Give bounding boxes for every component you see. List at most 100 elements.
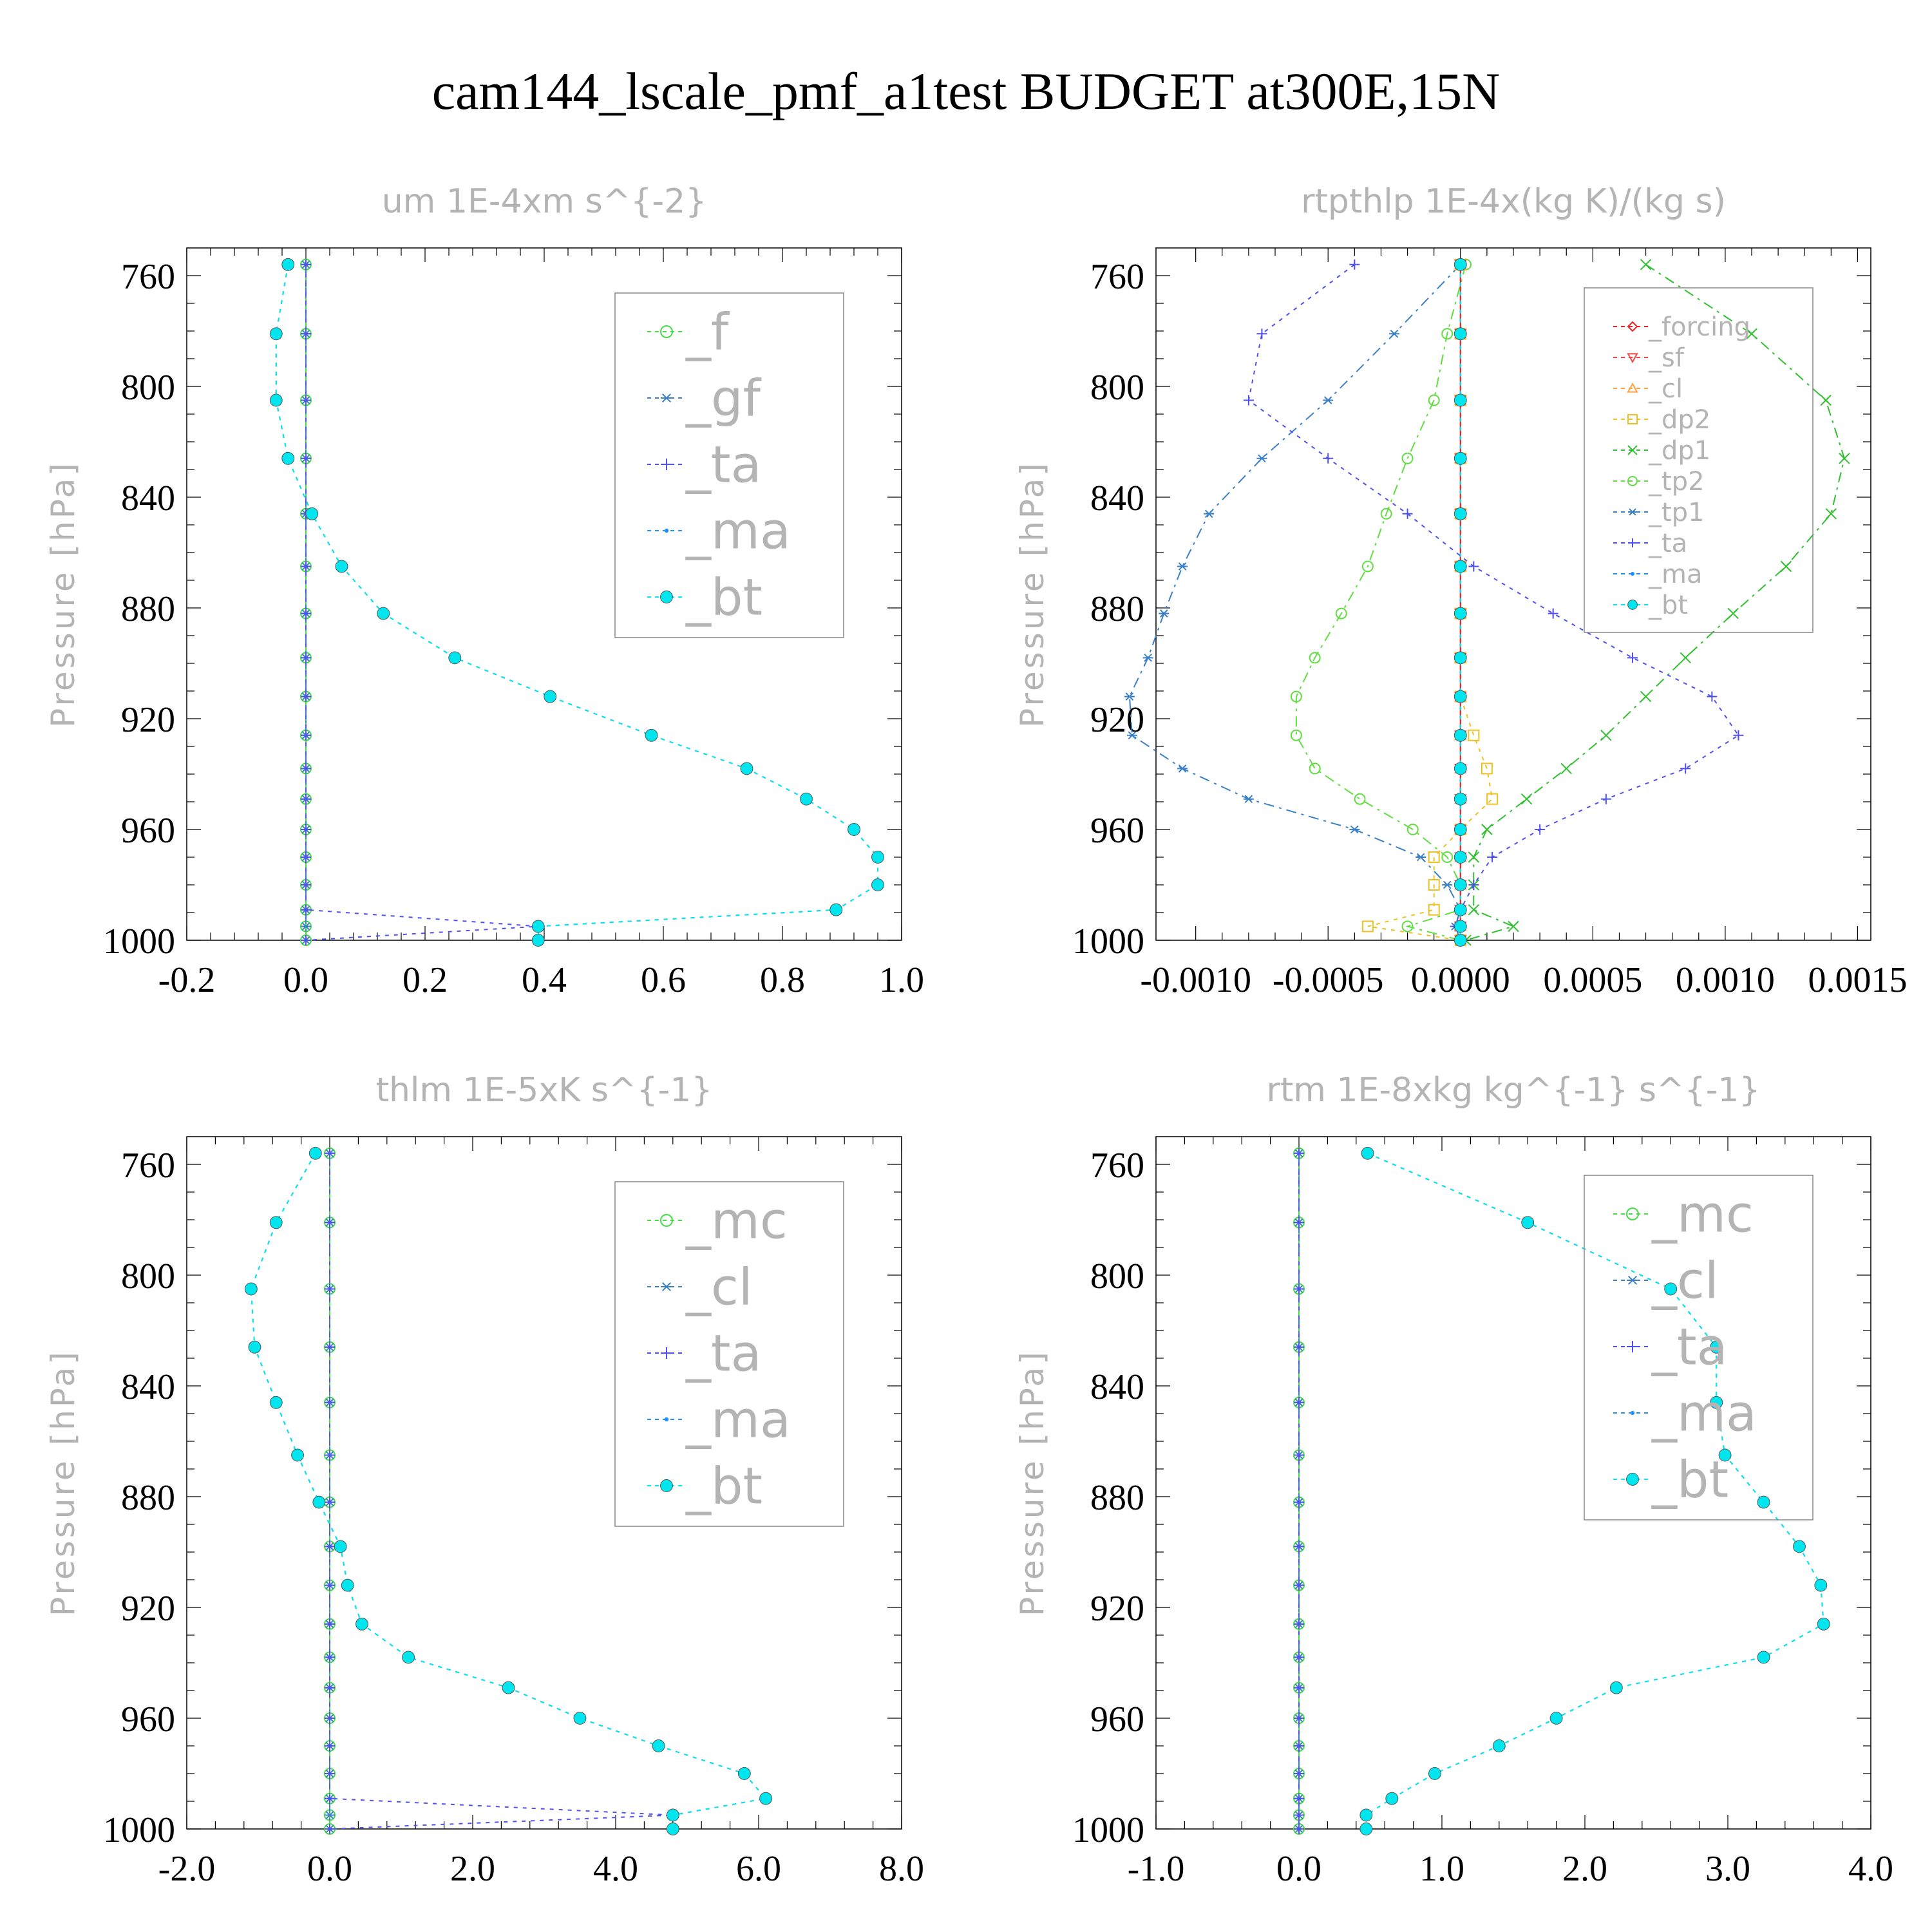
marker-plus [1294,1217,1304,1228]
legend-label: _tp1 [1648,498,1705,527]
marker-asterisk [1204,509,1215,518]
marker-filled [1454,560,1467,573]
x-tick-label: -0.2 [158,960,216,1000]
marker-circle [1441,328,1454,340]
marker-asterisk [325,1811,335,1819]
marker-square [1468,729,1480,741]
legend-box [1584,1175,1814,1520]
marker-plus [1468,561,1479,572]
marker-filled [1385,1792,1399,1805]
marker-circle [1290,690,1302,703]
marker-asterisk [1142,654,1153,662]
marker-asterisk [1627,1275,1638,1285]
marker-plus [301,453,311,464]
x-tick-label: 0.6 [641,960,686,1000]
marker-plus [1680,763,1691,774]
marker-plus [301,652,311,663]
y-tick-label: 920 [1090,700,1144,740]
marker-filled [1454,690,1467,703]
marker-plus [1548,608,1558,619]
marker-cross [1481,824,1493,835]
marker-circle [1354,793,1366,805]
marker-plus [325,1217,335,1228]
panel-title: thlm 1E-5xK s^{-1} [376,1071,713,1110]
marker-plus [301,561,311,572]
marker-filled [1454,393,1467,407]
plot-frame [186,1136,902,1830]
marker-plus [1256,328,1267,339]
panel-um: um 1E-4xm s^{-2} Pressure [hPa] 760 800 840 8… [44,182,924,1000]
marker-circle [1441,851,1454,863]
marker-plus [325,1618,335,1629]
x-tick-label: 1.0 [1419,1849,1464,1889]
x-tick-label: -2.0 [158,1849,216,1889]
marker-plus [325,1768,335,1779]
marker-filled [740,762,753,775]
x-tick-label: -0.0010 [1140,960,1251,1000]
marker-dot [664,528,669,533]
y-tick-label: 1000 [103,1810,175,1850]
marker-circle [1406,824,1419,835]
legend-label: _cl [685,1258,753,1316]
series-line-bt [275,264,878,940]
marker-plus [1468,880,1479,890]
marker-filled [281,451,295,465]
marker-asterisk [661,393,672,403]
marker-square [1627,414,1638,424]
marker-filled [334,1540,347,1553]
marker-filled [1793,1540,1806,1553]
panel-rtm: rtm 1E-8xkg kg^{-1} s^{-1} Pressure [hPa]… [1014,1071,1893,1889]
marker-asterisk [301,922,311,931]
marker-plus [1294,1793,1304,1804]
y-tick-label: 760 [1090,257,1144,297]
y-tick-label: 760 [121,257,175,297]
panel-thlm: thlm 1E-5xK s^{-1} Pressure [hPa] 760 800 84… [44,1071,924,1889]
marker-cross [1627,445,1638,455]
x-tick-label: 8.0 [879,1849,924,1889]
marker-plus [325,1397,335,1408]
marker-plus [1628,538,1637,547]
y-tick-label: 920 [121,700,175,740]
x-tick-label: 6.0 [736,1849,781,1889]
marker-filled [1359,1823,1373,1835]
legend-label: _bt [685,1457,762,1515]
marker-plus [301,259,311,270]
x-tick-label: 1.0 [879,960,924,1000]
legend-label: _ta [1651,1318,1727,1376]
marker-filled [1428,1767,1441,1780]
y-tick-label: 840 [121,478,175,518]
marker-plus [325,1652,335,1663]
marker-plus [301,852,311,862]
y-tick-label: 960 [121,811,175,851]
marker-square [1361,920,1374,933]
panel-rtpthlp: rtpthlp 1E-4x(kg K)/(kg s) Pressure [hPa]… [1014,182,1907,1000]
legend-label: _ma [1648,560,1702,589]
marker-plus [1294,1397,1304,1408]
marker-plus [1294,1283,1304,1294]
marker-plus [1294,1682,1304,1693]
marker-filled [848,823,860,836]
marker-filled [666,1808,679,1822]
marker-cross [1780,560,1792,573]
x-tick-label: 4.0 [1848,1849,1893,1889]
series-line-tp2 [1295,264,1466,941]
marker-circle [1428,394,1440,406]
marker-plus [1294,1541,1304,1552]
marker-plus [301,328,311,339]
legend-label: _ma [685,502,791,560]
marker-circle [1309,762,1321,775]
marker-asterisk [1442,880,1453,889]
marker-filled [402,1651,415,1664]
marker-filled [1814,1578,1828,1592]
series-line-bt [250,1153,768,1829]
marker-plus [1294,1497,1304,1508]
panel-title: rtpthlp 1E-4x(kg K)/(kg s) [1301,182,1726,221]
marker-filled [573,1712,587,1725]
x-tick-label: 3.0 [1705,1849,1750,1889]
x-tick-label: 0.0 [307,1849,352,1889]
marker-cross [1508,920,1519,933]
marker-filled [1454,920,1467,933]
marker-cross [1520,793,1533,805]
marker-filled [335,560,348,573]
marker-filled [1718,1448,1732,1462]
